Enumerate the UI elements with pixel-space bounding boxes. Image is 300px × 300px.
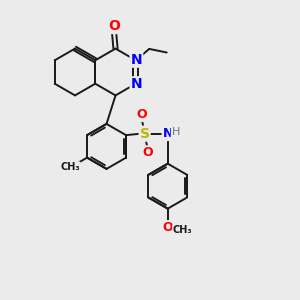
Text: O: O	[108, 19, 120, 33]
Text: N: N	[130, 53, 142, 67]
Text: N: N	[130, 77, 142, 91]
Text: H: H	[172, 127, 180, 137]
Text: CH₃: CH₃	[60, 162, 80, 172]
Text: O: O	[136, 108, 147, 121]
Text: O: O	[162, 221, 173, 234]
Text: S: S	[140, 127, 150, 141]
Text: O: O	[142, 146, 153, 159]
Text: N: N	[163, 127, 173, 140]
Text: CH₃: CH₃	[173, 225, 193, 235]
